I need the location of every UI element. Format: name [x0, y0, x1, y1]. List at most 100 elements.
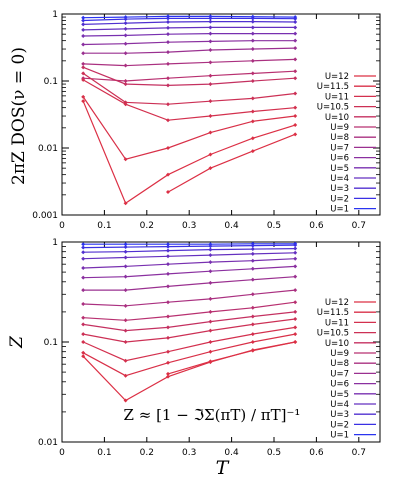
data-point — [250, 119, 255, 124]
legend-label: U=12 — [325, 298, 349, 308]
data-point — [166, 314, 170, 319]
data-point — [250, 292, 255, 297]
data-point — [208, 130, 213, 135]
data-point — [166, 271, 170, 276]
data-point — [81, 242, 86, 247]
legend-bottom: U=12U=11.5U=11U=10.5U=10U=9U=8U=7U=6U=5U… — [317, 298, 376, 441]
data-point — [208, 60, 213, 65]
data-point — [81, 18, 86, 23]
data-point — [250, 243, 255, 248]
data-point — [166, 248, 170, 253]
data-point — [293, 316, 298, 321]
data-point — [81, 250, 86, 255]
x-axis-label: T — [216, 457, 230, 479]
x-tick-label: 0.3 — [182, 448, 196, 458]
data-point — [123, 17, 128, 22]
data-point — [81, 340, 86, 344]
data-point — [123, 318, 128, 323]
data-point — [81, 65, 86, 70]
data-point — [81, 33, 86, 38]
data-point — [250, 305, 255, 310]
series-line-u-3 — [83, 21, 296, 25]
series-line-u-9 — [83, 70, 296, 82]
series-line-u-11 — [82, 79, 296, 121]
data-point — [208, 244, 213, 249]
data-point — [166, 371, 170, 376]
data-point — [250, 314, 255, 319]
data-point — [81, 332, 86, 337]
y-tick-label: 0.1 — [44, 338, 58, 348]
data-point — [208, 269, 213, 274]
data-point — [166, 16, 170, 21]
data-point — [293, 243, 298, 248]
data-point — [166, 25, 170, 30]
data-point — [293, 309, 298, 314]
legend-top: U=12U=11.5U=11U=10.5U=10U=9U=8U=7U=6U=5U… — [317, 72, 376, 215]
x-tick-label: 0.2 — [140, 448, 154, 458]
data-point — [123, 15, 128, 20]
data-point — [123, 41, 128, 46]
series-line-u-11-5 — [82, 333, 296, 377]
data-point — [293, 274, 298, 279]
data-point — [293, 69, 298, 74]
data-point — [166, 244, 170, 249]
data-point — [208, 253, 213, 258]
y-tick-label: 0.1 — [44, 77, 58, 87]
data-point — [166, 146, 170, 150]
data-point — [123, 303, 128, 308]
data-point — [208, 260, 213, 265]
data-point — [250, 340, 255, 344]
legend-label: U=11 — [325, 318, 349, 328]
data-point — [293, 46, 298, 51]
data-point — [208, 99, 213, 104]
data-point — [81, 288, 86, 293]
data-point — [123, 82, 128, 87]
series-line-u-2 — [83, 17, 296, 22]
legend-label: U=11.5 — [317, 82, 349, 92]
data-point — [166, 102, 170, 107]
data-point — [208, 247, 213, 252]
legend-label: U=9 — [330, 349, 349, 359]
data-point — [250, 96, 255, 101]
data-point — [208, 25, 213, 30]
legend-label: U=5 — [330, 390, 349, 400]
data-point — [293, 325, 298, 330]
data-point — [166, 325, 170, 330]
x-tick-label: 0.7 — [352, 448, 366, 458]
data-point — [166, 300, 170, 305]
legend-label: U=11.5 — [317, 308, 349, 318]
series-line-u-7 — [83, 47, 296, 54]
data-point — [123, 21, 128, 26]
data-point — [81, 322, 86, 327]
axis-ticks-bottom: 0 0.1 0.2 0.3 0.4 0.5 0.6 0.7 0.01 0.1 1 — [38, 238, 380, 458]
data-point — [293, 264, 298, 269]
data-point — [208, 340, 213, 344]
data-point — [293, 91, 298, 96]
data-point — [293, 16, 298, 21]
legend-label: U=3 — [330, 184, 349, 194]
legend-label: U=4 — [330, 400, 349, 410]
data-point — [250, 322, 255, 327]
data-point — [208, 39, 213, 44]
data-point — [208, 19, 213, 24]
data-point — [293, 132, 298, 137]
data-point — [123, 242, 128, 247]
data-point — [166, 360, 170, 365]
data-point — [250, 149, 255, 154]
data-point — [250, 251, 255, 256]
data-point — [208, 309, 213, 314]
data-point — [293, 114, 298, 119]
data-point — [81, 354, 86, 359]
data-point — [166, 349, 170, 354]
x-tick-label: 0 — [59, 448, 65, 458]
data-point — [208, 349, 213, 354]
series-line-u-8 — [83, 289, 296, 307]
data-point — [166, 262, 170, 267]
legend-label: U=6 — [330, 380, 349, 390]
data-point — [123, 255, 128, 260]
legend-label: U=12 — [325, 72, 349, 82]
series-line-u-2 — [83, 244, 296, 249]
x-tick-label: 0.1 — [97, 221, 111, 231]
data-point — [166, 118, 170, 123]
data-point — [250, 348, 255, 353]
